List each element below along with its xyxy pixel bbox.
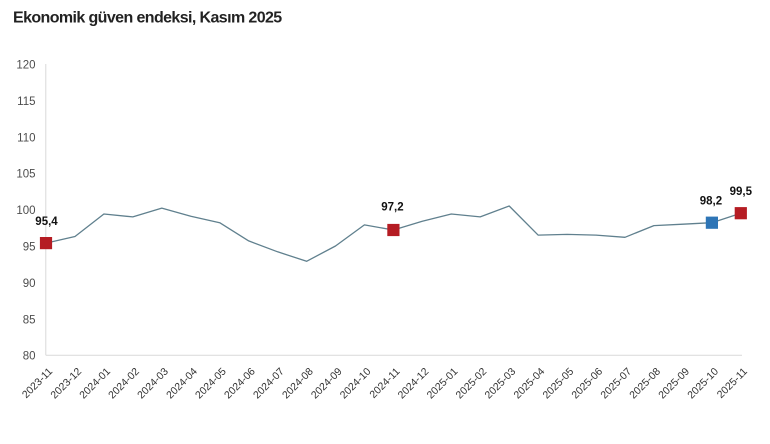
svg-text:80: 80 — [23, 351, 36, 363]
svg-text:95,4: 95,4 — [35, 216, 58, 228]
svg-text:105: 105 — [16, 169, 35, 181]
svg-text:120: 120 — [16, 60, 35, 72]
svg-text:99,5: 99,5 — [730, 186, 753, 198]
svg-text:85: 85 — [23, 314, 36, 326]
svg-text:98,2: 98,2 — [700, 196, 722, 208]
svg-text:95: 95 — [23, 242, 36, 254]
svg-text:115: 115 — [17, 96, 35, 108]
svg-text:90: 90 — [23, 278, 36, 290]
svg-text:Ekonomik güven endeksi, Kasım: Ekonomik güven endeksi, Kasım 2025 — [13, 9, 282, 26]
svg-text:110: 110 — [17, 132, 35, 144]
svg-text:100: 100 — [16, 205, 35, 217]
svg-text:97,2: 97,2 — [381, 202, 403, 214]
